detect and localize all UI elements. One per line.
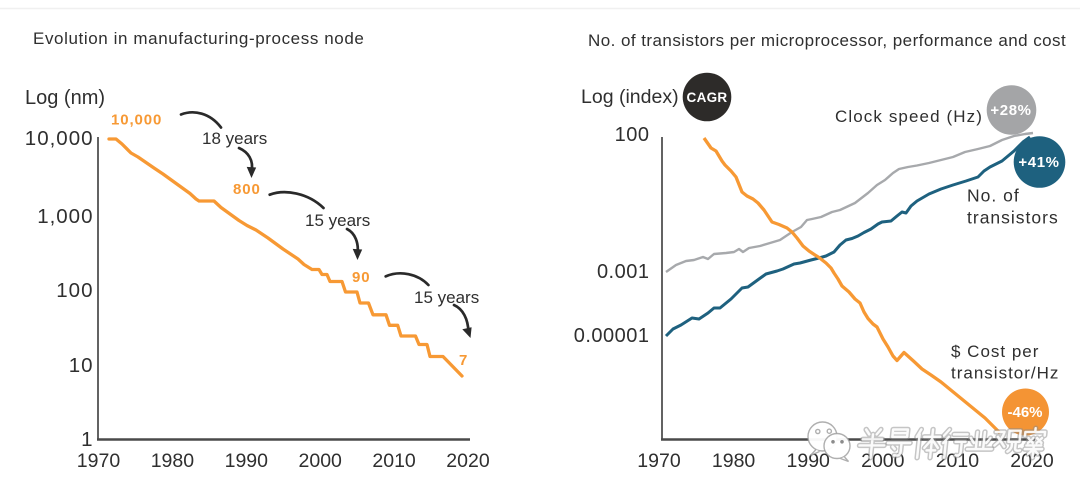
svg-text:transistors: transistors <box>967 208 1059 228</box>
svg-text:Log (index): Log (index) <box>581 86 679 108</box>
svg-text:Evolution in manufacturing-pro: Evolution in manufacturing-process node <box>33 29 364 48</box>
svg-text:+41%: +41% <box>1018 154 1059 171</box>
svg-text:1970: 1970 <box>637 450 681 472</box>
svg-text:10,000: 10,000 <box>25 127 94 150</box>
svg-text:7: 7 <box>459 352 468 369</box>
svg-text:CAGR: CAGR <box>687 90 728 105</box>
svg-text:Clock speed (Hz): Clock speed (Hz) <box>835 107 983 126</box>
svg-text:+28%: +28% <box>990 102 1031 119</box>
svg-text:1990: 1990 <box>225 450 269 472</box>
svg-text:-46%: -46% <box>1007 404 1042 421</box>
svg-text:800: 800 <box>233 181 261 198</box>
svg-text:No. of: No. of <box>967 186 1020 206</box>
svg-text:Log (nm): Log (nm) <box>25 87 105 109</box>
svg-text:1: 1 <box>81 428 93 451</box>
svg-text:90: 90 <box>352 269 371 286</box>
svg-text:1980: 1980 <box>712 450 756 472</box>
svg-text:1970: 1970 <box>77 450 121 472</box>
svg-text:15 years: 15 years <box>414 288 479 307</box>
svg-text:2000: 2000 <box>299 450 343 472</box>
svg-text:18 years: 18 years <box>202 129 267 148</box>
svg-text:1990: 1990 <box>787 450 831 472</box>
svg-text:$ Cost per: $ Cost per <box>951 342 1039 361</box>
svg-text:0.001: 0.001 <box>597 261 650 283</box>
svg-text:transistor/Hz: transistor/Hz <box>951 364 1059 383</box>
svg-text:0.00001: 0.00001 <box>574 325 650 347</box>
svg-text:10: 10 <box>69 354 94 377</box>
svg-text:2020: 2020 <box>1010 450 1054 472</box>
svg-text:No. of transistors per micropr: No. of transistors per microprocessor, p… <box>588 31 1066 50</box>
svg-text:1,000: 1,000 <box>37 205 93 228</box>
svg-text:10,000: 10,000 <box>111 112 162 129</box>
svg-text:100: 100 <box>56 279 93 302</box>
svg-text:1980: 1980 <box>151 450 195 472</box>
svg-text:2020: 2020 <box>446 450 490 472</box>
svg-text:15 years: 15 years <box>305 211 370 230</box>
svg-text:2010: 2010 <box>372 450 416 472</box>
svg-text:100: 100 <box>615 124 650 146</box>
